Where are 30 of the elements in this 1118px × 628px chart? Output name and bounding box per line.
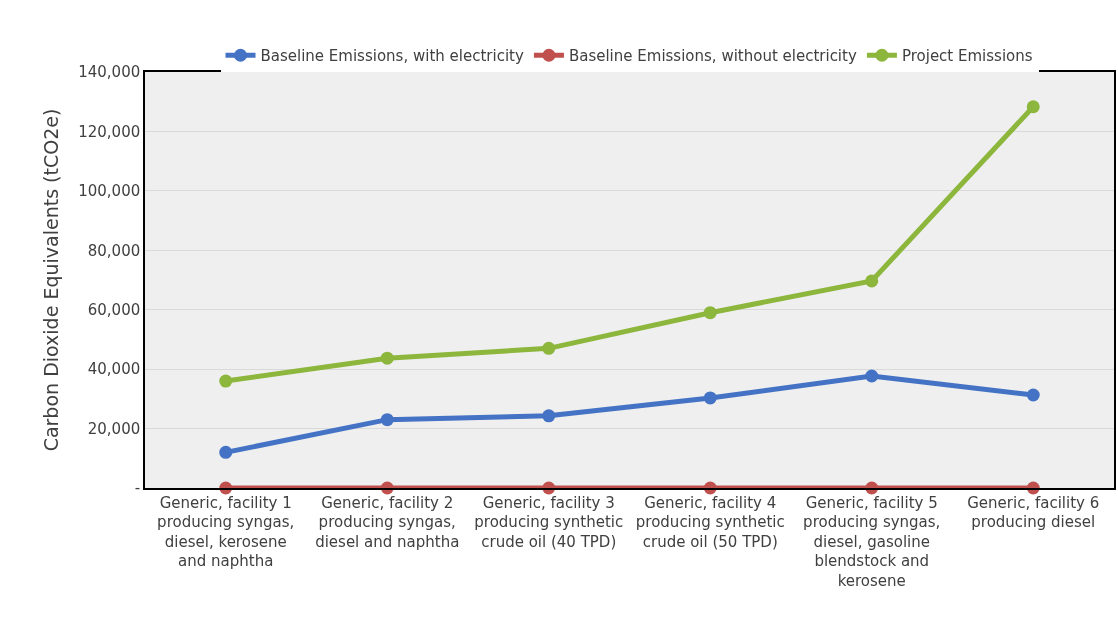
point <box>219 374 233 388</box>
point <box>542 341 556 355</box>
legend-label: Project Emissions <box>901 47 1033 66</box>
point <box>865 274 879 288</box>
point <box>703 306 717 320</box>
y-tick-label: 140,000 <box>78 63 141 82</box>
point <box>1026 388 1040 402</box>
y-axis-title: Carbon Dioxide Equivalents (tCO2e) <box>39 108 62 452</box>
legend-label: Baseline Emissions, without electricity <box>568 47 857 66</box>
y-tick-label: 120,000 <box>78 122 141 141</box>
point <box>380 351 394 365</box>
point <box>380 413 394 427</box>
x-tick-label: Generic, facility 4 producing synthetic crude oil (50 TPD) <box>635 493 785 551</box>
point <box>703 391 717 405</box>
x-tick-label: Generic, facility 1 producing syngas, diesel, kerosene and naphtha <box>157 493 295 571</box>
point <box>542 409 556 423</box>
x-tick-label: Generic, facility 6 producing diesel <box>967 493 1100 532</box>
y-tick-label: 40,000 <box>87 360 141 379</box>
legend-label: Baseline Emissions, with electricity <box>260 47 524 66</box>
point <box>865 369 879 383</box>
y-tick-label: - <box>134 479 141 498</box>
x-tick-label: Generic, facility 5 producing syngas, diesel, gasoline blendstock and kerosene <box>803 493 941 590</box>
x-tick-label: Generic, facility 2 producing syngas, diesel and naphtha <box>315 493 460 551</box>
point <box>219 445 233 459</box>
y-tick-label: 100,000 <box>78 182 141 201</box>
y-tick-label: 60,000 <box>87 300 141 319</box>
y-tick-label: 80,000 <box>87 241 141 260</box>
y-tick-label: 20,000 <box>87 419 141 438</box>
point <box>1026 100 1040 114</box>
x-tick-label: Generic, facility 3 producing synthetic crude oil (40 TPD) <box>474 493 624 551</box>
